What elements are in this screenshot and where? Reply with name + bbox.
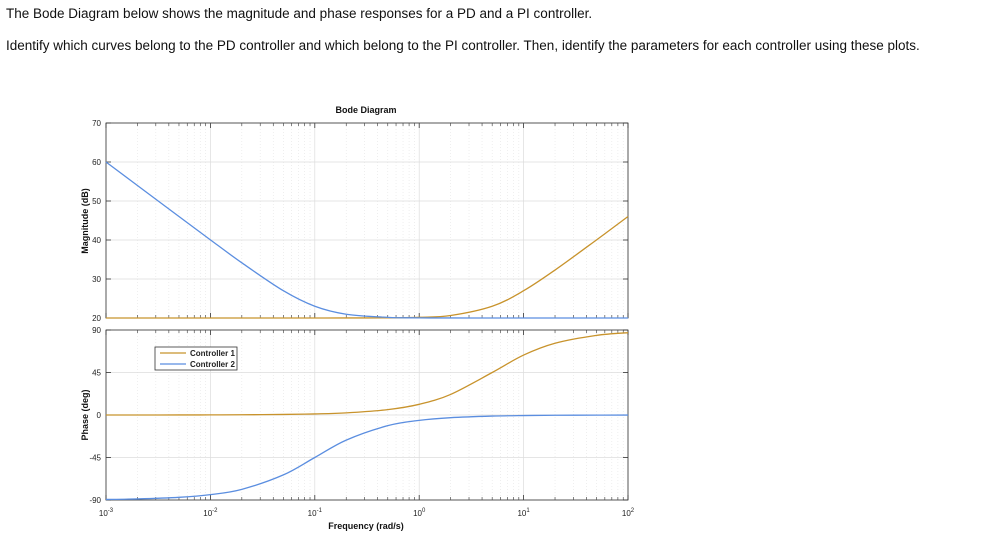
phase-curve-controller-2 [105, 414, 629, 501]
phase-y-tick-label: 90 [92, 326, 101, 335]
phase-y-tick-label: 45 [92, 369, 101, 378]
chart-title: Bode Diagram [335, 105, 396, 115]
x-tick-label: 10-1 [308, 508, 323, 518]
legend-label-controller-2: Controller 2 [190, 360, 235, 369]
x-axis-label: Frequency (rad/s) [328, 521, 404, 531]
x-tick-label: 10-3 [99, 508, 114, 518]
magnitude-y-tick-label: 40 [92, 236, 101, 245]
phase-axes-box [105, 329, 629, 501]
x-tick-label: 101 [517, 508, 530, 518]
phase-y-tick-label: 0 [97, 411, 102, 420]
x-tick-label: 10-2 [203, 508, 218, 518]
question-line-2: Identify which curves belong to the PD c… [6, 38, 920, 53]
magnitude-y-tick-label: 50 [92, 197, 101, 206]
magnitude-curve-controller-1 [106, 215, 629, 319]
question-line-1: The Bode Diagram below shows the magnitu… [6, 6, 593, 21]
phase-axis-label: Phase (deg) [80, 389, 90, 440]
magnitude-y-tick-label: 70 [92, 119, 101, 128]
phase-y-tick-label: -90 [89, 496, 101, 505]
phase-curve-controller-1 [105, 332, 629, 416]
legend: Controller 1 Controller 2 [154, 346, 238, 371]
magnitude-y-tick-label: 30 [92, 275, 101, 284]
phase-y-tick-label: -45 [89, 454, 101, 463]
legend-label-controller-1: Controller 1 [190, 349, 235, 358]
magnitude-curve-controller-2 [105, 161, 628, 319]
x-tick-label: 100 [413, 508, 426, 518]
x-tick-label: 102 [622, 508, 635, 518]
magnitude-y-tick-label: 20 [92, 314, 101, 323]
magnitude-y-tick-label: 60 [92, 158, 101, 167]
magnitude-axis-label: Magnitude (dB) [80, 188, 90, 254]
